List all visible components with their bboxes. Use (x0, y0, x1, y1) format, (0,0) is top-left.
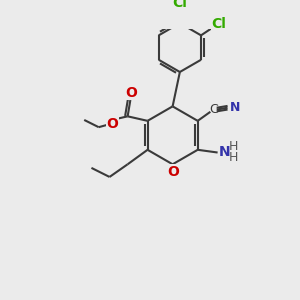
Text: O: O (168, 164, 179, 178)
Text: H: H (229, 152, 239, 164)
Text: N: N (219, 145, 231, 159)
Text: C: C (210, 103, 218, 116)
Text: Cl: Cl (212, 17, 226, 32)
Text: O: O (125, 86, 137, 100)
Text: N: N (230, 101, 240, 114)
Text: H: H (229, 140, 239, 153)
Text: O: O (106, 117, 118, 130)
Text: Cl: Cl (172, 0, 187, 10)
